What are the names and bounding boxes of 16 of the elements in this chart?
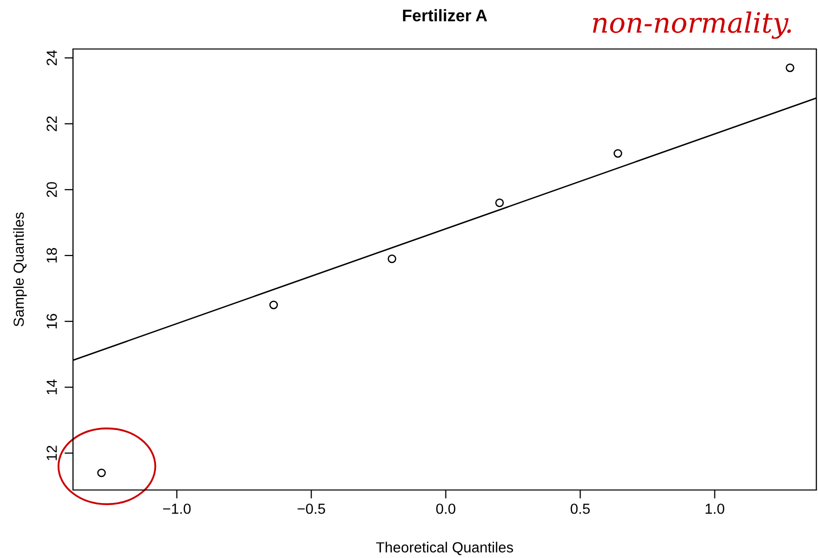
x-tick-label: 1.0 bbox=[706, 504, 724, 514]
y-tick-label: 22 bbox=[46, 116, 57, 132]
y-tick-label: 16 bbox=[46, 314, 57, 328]
x-tick-label: −0.5 bbox=[298, 504, 326, 514]
x-tick-label: 0.0 bbox=[436, 504, 456, 514]
y-tick-label: 18 bbox=[46, 248, 57, 262]
x-tick-label: −1.0 bbox=[163, 504, 191, 514]
y-tick-label: 20 bbox=[46, 182, 57, 198]
y-tick-label: 24 bbox=[46, 50, 57, 66]
y-axis-title: Sample Quantiles bbox=[13, 212, 27, 326]
x-axis-title: Theoretical Quantiles bbox=[376, 542, 514, 556]
text: non-normality. bbox=[592, 11, 791, 39]
y-tick-label: 12 bbox=[46, 446, 57, 460]
y-tick-label: 14 bbox=[46, 380, 57, 394]
x-tick-label: 0.5 bbox=[570, 504, 590, 514]
chart-title: Fertilizer A bbox=[403, 9, 487, 22]
